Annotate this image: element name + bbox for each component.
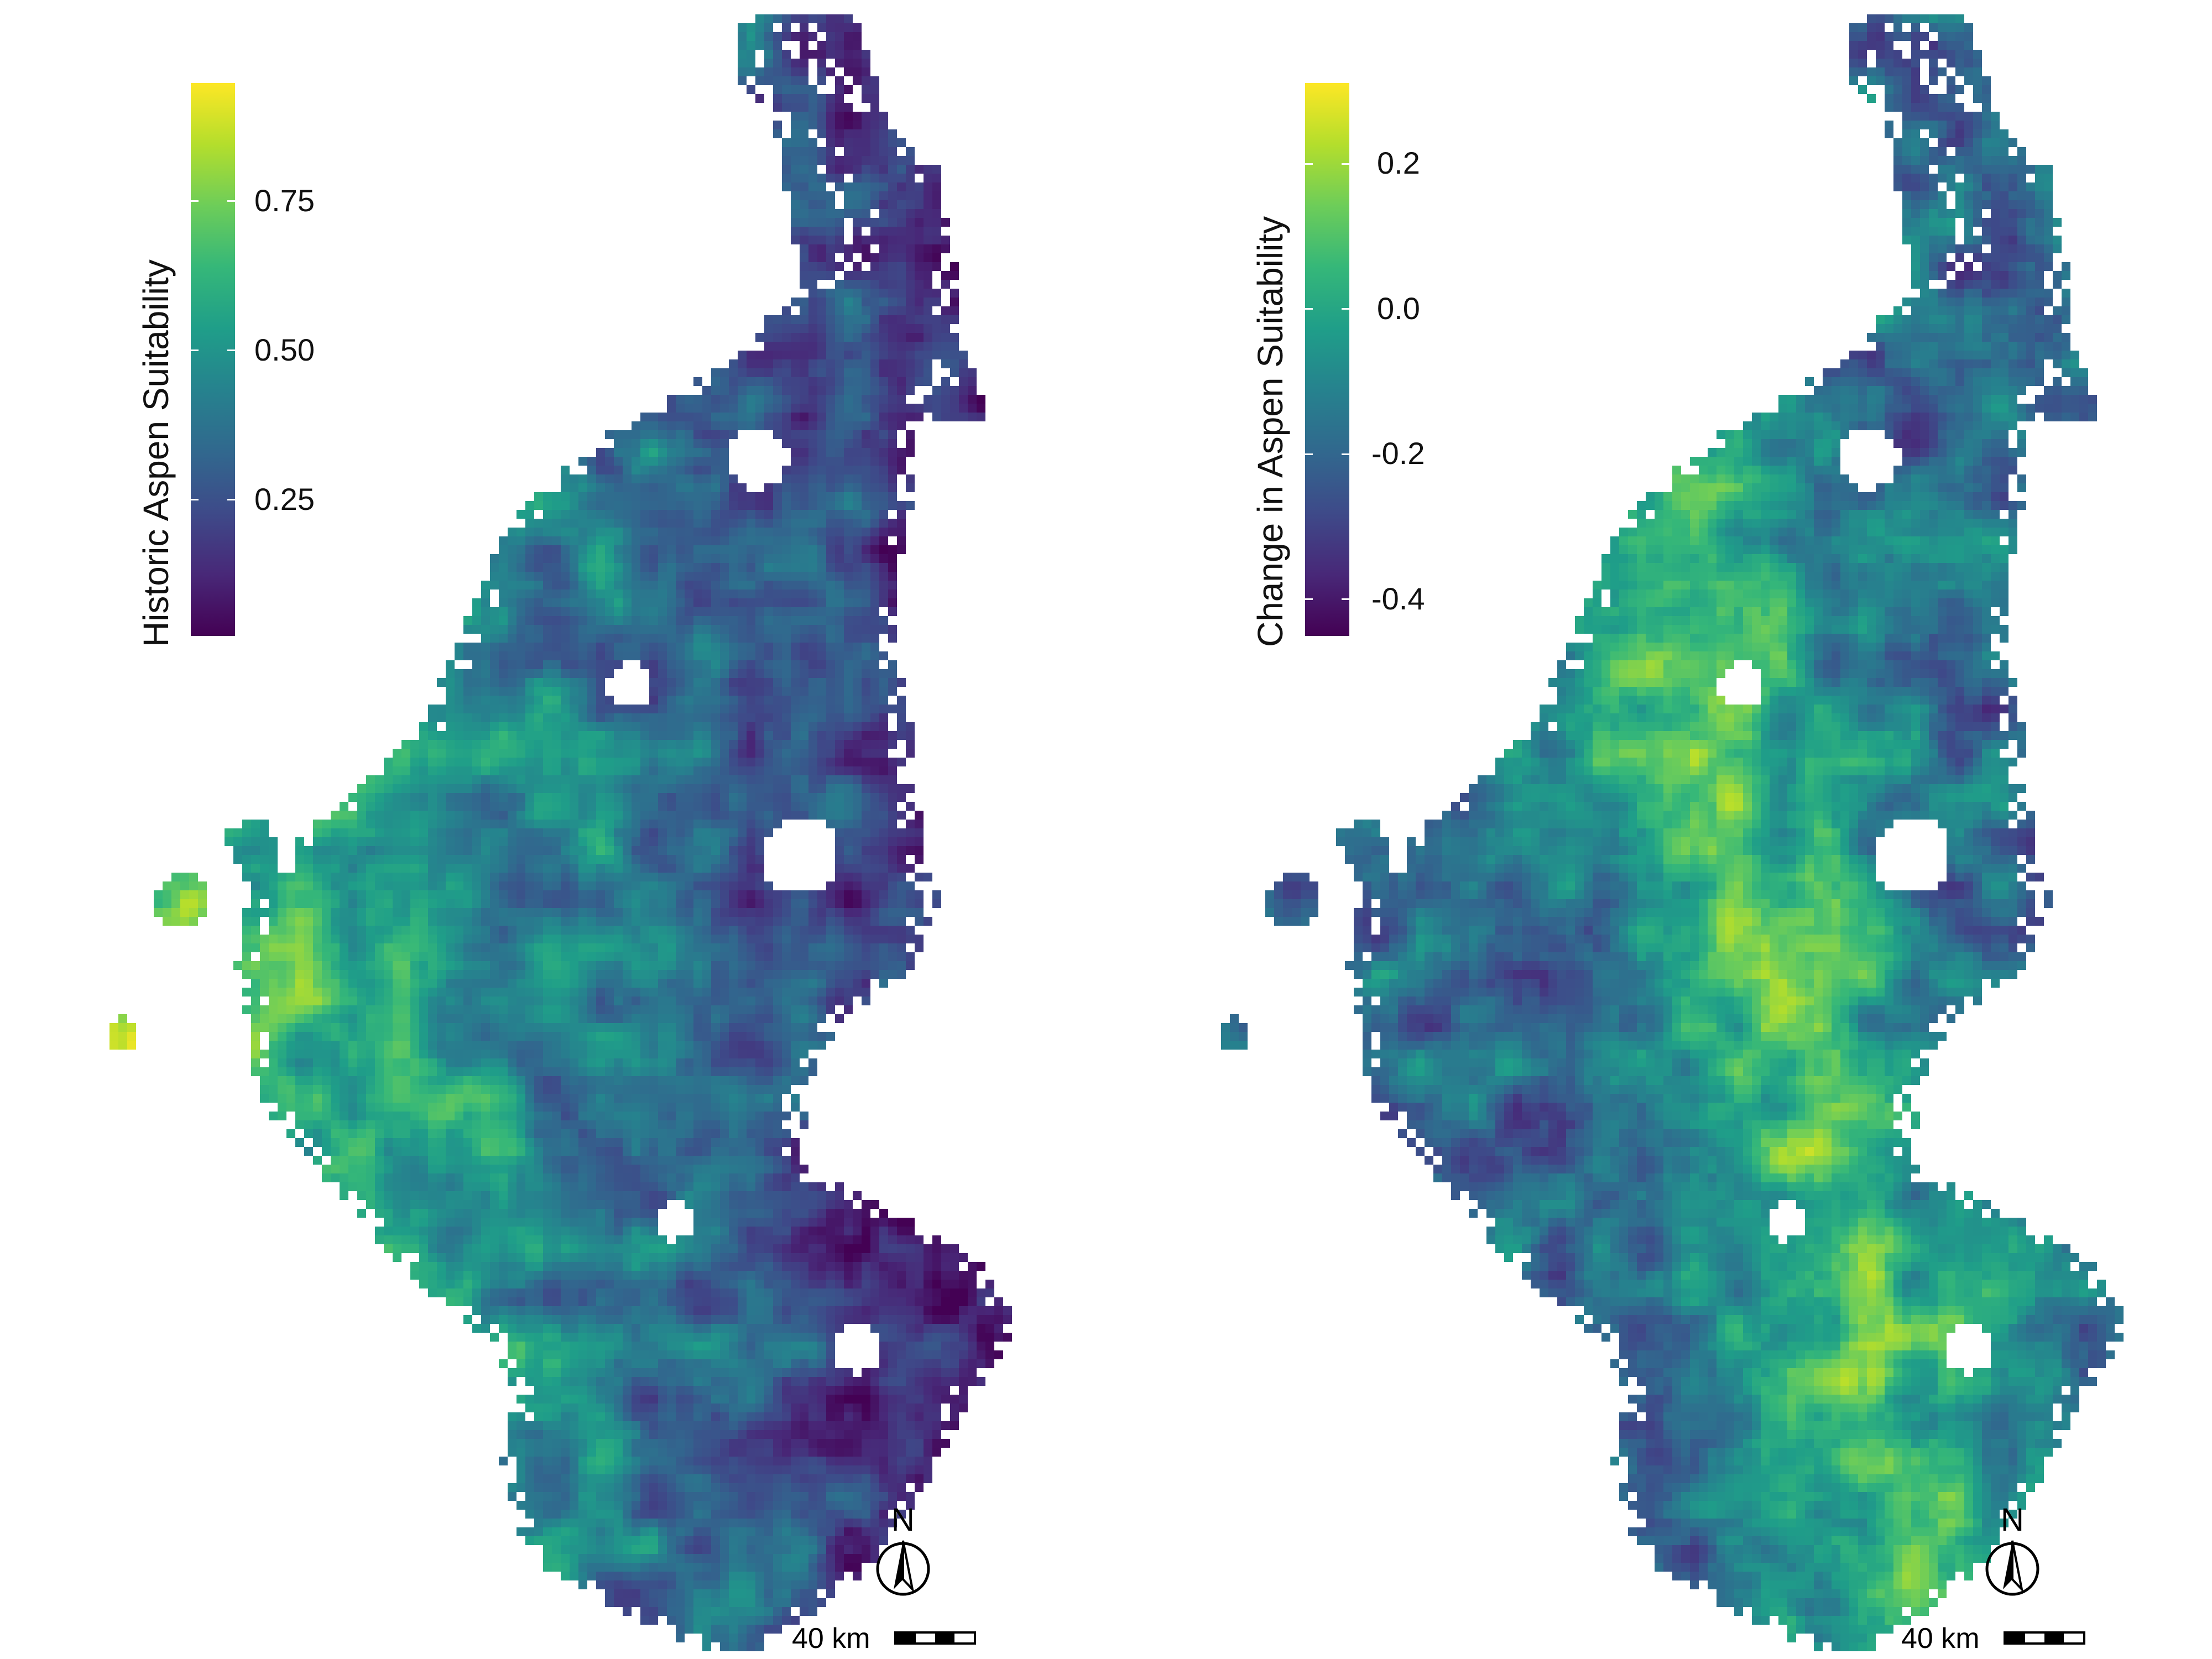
legend-tick-label: 0.2 <box>1377 145 1420 180</box>
scale-label: 40 km <box>792 1623 870 1655</box>
scale-bar <box>2004 1631 2085 1645</box>
north-arrow-icon <box>876 1540 930 1596</box>
change-suitability-panel: Change in Aspen Suitability 0.2 0.0 -0.2… <box>1112 0 2212 1659</box>
scale-bar <box>894 1631 976 1645</box>
legend-title: Change in Aspen Suitability <box>1250 216 1290 647</box>
historic-suitability-panel: Historic Aspen Suitability 0.75 0.50 0.2… <box>109 14 1012 1655</box>
legend-tick-label: 0.25 <box>254 482 315 517</box>
historic-suitability-map <box>109 14 1012 1651</box>
north-arrow-icon <box>1985 1540 2039 1596</box>
legend-tick-label: 0.50 <box>254 332 315 367</box>
legend-tick-label: 0.75 <box>254 183 315 218</box>
legend-tick-label: -0.2 <box>1371 436 1425 471</box>
north-label: N <box>2001 1502 2024 1538</box>
scale-label: 40 km <box>1901 1623 1980 1655</box>
legend-colorbar <box>191 83 235 636</box>
legend-tick-label: -0.4 <box>1371 581 1425 616</box>
legend-colorbar <box>1305 83 1349 636</box>
change-suitability-map <box>1221 14 2124 1651</box>
legend-tick-label: 0.0 <box>1377 291 1420 326</box>
legend-title: Historic Aspen Suitability <box>136 259 176 647</box>
north-label: N <box>891 1502 915 1538</box>
